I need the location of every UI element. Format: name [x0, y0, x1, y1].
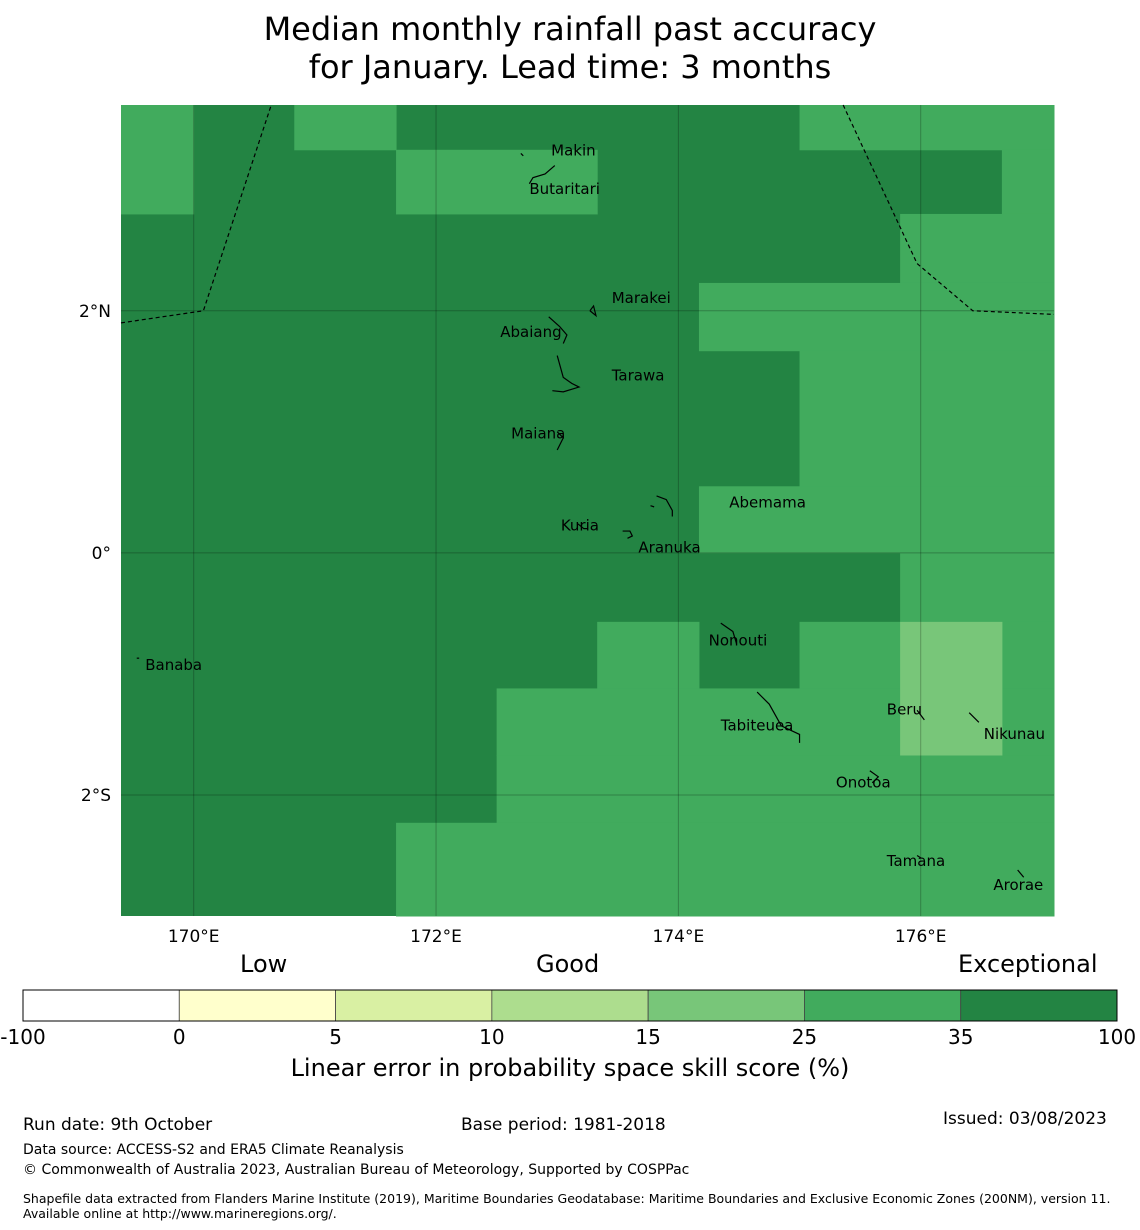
- skill-cell-1: [294, 105, 397, 151]
- colorbar-frame: [22, 989, 1118, 1022]
- skill-cell-14: [1001, 688, 1055, 756]
- colorbar-bin-2: [335, 989, 493, 1022]
- island-outline-8: [577, 523, 588, 530]
- colorbar-bin-3: [491, 989, 649, 1022]
- skill-cell-0: [121, 105, 195, 215]
- colorbar-category-good: Good: [536, 950, 600, 978]
- skill-cell-2: [396, 149, 598, 215]
- island-outline-16: [1017, 869, 1025, 878]
- eez-boundary-1: [842, 104, 1055, 316]
- lon-tick-170: 170°E: [168, 927, 220, 947]
- place-label-beru: Beru: [887, 701, 922, 719]
- lon-tick-176: 176°E: [895, 927, 947, 947]
- colorbar-tick-7: 100: [1097, 1025, 1137, 1049]
- colorbar-tick-4: 15: [635, 1025, 661, 1049]
- skill-cell-12: [799, 621, 901, 689]
- place-label-marakei: Marakei: [612, 289, 671, 307]
- place-label-banaba: Banaba: [145, 656, 202, 674]
- island-outline-10: [720, 622, 738, 644]
- skill-cell-6: [698, 282, 1055, 352]
- colorbar-bin-1: [178, 989, 336, 1022]
- shapefile-credit: Shapefile data extracted from Flanders M…: [23, 1191, 1111, 1221]
- place-labels: Makin Butaritari Marakei Abaiang Tarawa Maian…: [145, 141, 1045, 894]
- skill-cell-13: [496, 688, 901, 756]
- colorbar-tick-0: -100: [0, 1025, 46, 1049]
- colorbar-tick-1: 0: [172, 1025, 186, 1049]
- skill-cell-11: [597, 621, 700, 689]
- skill-cell-9: [900, 552, 1055, 623]
- island-outline-5: [556, 431, 564, 451]
- island-outline-1: [528, 165, 556, 184]
- island-outline-7: [650, 505, 655, 508]
- island-outline-13: [916, 709, 925, 721]
- skill-cell-3: [799, 105, 1055, 151]
- title-line-2: for January. Lead time: 3 months: [308, 48, 832, 86]
- colorbar-bin-0: [22, 989, 180, 1022]
- island-outline-6: [656, 495, 673, 517]
- colorbar-tick-5: 25: [791, 1025, 818, 1049]
- colorbar-bin-5: [804, 989, 962, 1022]
- skill-cell-8: [698, 486, 1055, 554]
- lon-tick-172: 172°E: [410, 927, 462, 947]
- skill-grid: [121, 105, 1055, 917]
- eez-boundary-0: [120, 104, 272, 324]
- island-outline-4: [552, 355, 581, 393]
- skill-cell-4: [1001, 149, 1055, 215]
- map-figure: Makin Butaritari Marakei Abaiang Tarawa Maian…: [79, 104, 1055, 947]
- run-date: Run date: 9th October: [23, 1115, 213, 1135]
- colorbar-tick-3: 10: [479, 1025, 505, 1049]
- island-outline-0: [520, 152, 524, 157]
- skill-cell-16: [396, 822, 1055, 917]
- lat-tick-2: 2°N: [79, 302, 111, 322]
- skill-cell-10: [1001, 621, 1055, 689]
- base-period: Base period: 1981-2018: [461, 1115, 666, 1135]
- skill-cell-15: [496, 755, 1055, 824]
- island-outline-15: [916, 854, 922, 859]
- island-outline-11: [756, 691, 801, 743]
- colorbar-category-exceptional: Exceptional: [958, 950, 1098, 978]
- lat-tick--2: 2°S: [81, 786, 111, 806]
- data-source: Data source: ACCESS-S2 and ERA5 Climate …: [23, 1142, 404, 1158]
- axis-tick-labels: 170°E 172°E 174°E 176°E 2°N 0° 2°S: [79, 302, 947, 947]
- island-outline-3: [548, 316, 568, 344]
- copyright: © Commonwealth of Australia 2023, Austra…: [23, 1162, 690, 1178]
- place-label-nikunau: Nikunau: [984, 725, 1045, 743]
- island-outline-14: [968, 712, 980, 723]
- skill-cell-7: [799, 350, 1055, 487]
- colorbar-tick-6: 35: [947, 1025, 974, 1049]
- place-label-tamana: Tamana: [886, 852, 945, 870]
- colorbar-bin-4: [647, 989, 805, 1022]
- place-label-nonouti: Nonouti: [709, 632, 768, 650]
- island-outline-2: [589, 304, 597, 318]
- island-outline-12: [869, 770, 880, 784]
- title-line-1: Median monthly rainfall past accuracy: [263, 10, 877, 48]
- issued-date: Issued: 03/08/2023: [943, 1109, 1107, 1129]
- skill-cell-5: [900, 213, 1055, 284]
- place-label-onotoa: Onotoa: [836, 773, 891, 791]
- lon-tick-174: 174°E: [653, 927, 705, 947]
- colorbar-bin-6: [960, 989, 1118, 1022]
- place-label-tarawa: Tarawa: [611, 367, 665, 385]
- colorbar-category-low: Low: [240, 950, 288, 978]
- colorbar-tick-2: 5: [329, 1025, 342, 1049]
- place-label-butaritari: Butaritari: [529, 180, 600, 198]
- place-label-maiana: Maiana: [511, 425, 565, 443]
- place-label-kuria: Kuria: [561, 517, 599, 535]
- chart-title: Median monthly rainfall past accuracy fo…: [0, 10, 1140, 86]
- place-label-arorae: Arorae: [993, 876, 1043, 894]
- place-label-tabiteuea: Tabiteuea: [720, 716, 794, 734]
- place-label-makin: Makin: [551, 141, 596, 159]
- graticule: [121, 105, 1054, 916]
- island-outline-9: [622, 530, 634, 539]
- colorbar: [22, 989, 1118, 1022]
- colorbar-axis-label: Linear error in probability space skill …: [290, 1054, 850, 1082]
- lat-tick-0: 0°: [92, 544, 111, 564]
- eez-boundaries: [120, 104, 1055, 324]
- place-label-abemama: Abemama: [729, 494, 806, 512]
- place-label-aranuka: Aranuka: [638, 539, 700, 557]
- skill-cell-17: [900, 621, 1003, 756]
- island-outlines: [136, 152, 1025, 878]
- place-label-abaiang: Abaiang: [500, 323, 561, 341]
